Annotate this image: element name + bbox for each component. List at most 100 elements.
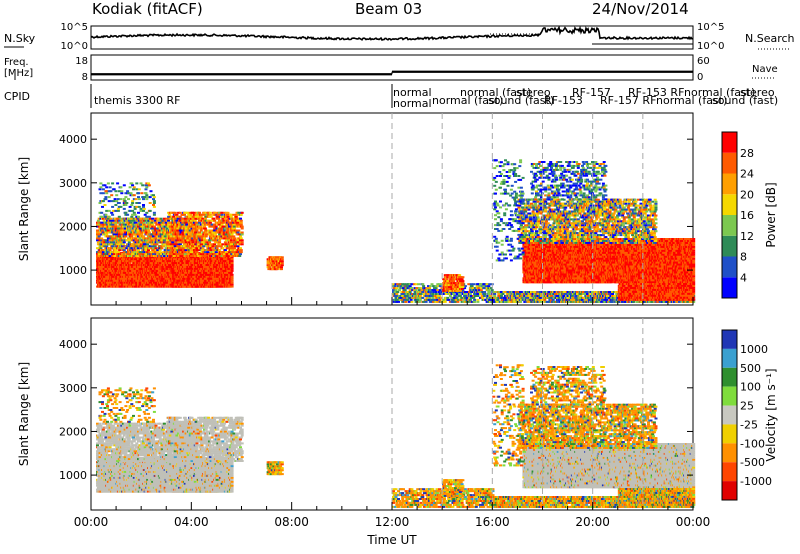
power-cell — [231, 286, 234, 288]
power-cell — [122, 243, 125, 245]
power-cell — [124, 233, 127, 235]
power-cell — [158, 232, 161, 234]
power-cell — [120, 190, 123, 192]
power-cell — [140, 233, 143, 235]
power-cell — [103, 220, 106, 222]
power-cell — [114, 249, 117, 251]
power-cell — [131, 230, 134, 232]
power-cell — [160, 218, 163, 220]
power-cell — [163, 253, 166, 255]
power-cell — [106, 241, 109, 243]
power-cell — [139, 237, 142, 239]
power-cell — [152, 253, 155, 255]
cpid-entry: themis 3300 RF — [94, 94, 181, 107]
power-cell — [124, 204, 127, 206]
power-cell — [136, 255, 139, 257]
power-cell — [162, 237, 165, 239]
cpid-entry: normal — [393, 97, 432, 110]
power-cell — [231, 280, 234, 282]
power-cell — [102, 192, 105, 194]
power-cell — [105, 245, 108, 247]
power-cell — [137, 249, 140, 251]
power-cell — [104, 204, 107, 206]
power-cell — [105, 186, 108, 188]
power-cell — [113, 188, 116, 190]
power-cell — [117, 251, 120, 253]
power-cell — [119, 198, 122, 200]
power-cell — [154, 245, 157, 247]
nave-label: Nave — [752, 64, 778, 75]
power-cell — [114, 190, 117, 192]
power-cell — [115, 233, 118, 235]
freq-tick-high: 18 — [75, 56, 88, 67]
nsky-label: N.Sky — [4, 32, 36, 45]
power-cell — [124, 235, 127, 237]
power-cell — [155, 222, 158, 224]
power-cell — [99, 247, 102, 249]
power-cell — [105, 192, 108, 194]
power-cell — [134, 249, 137, 251]
power-cell — [143, 222, 146, 224]
power-cell — [101, 206, 104, 208]
power-cell — [231, 278, 234, 280]
power-cell — [122, 222, 125, 224]
power-cell — [114, 224, 117, 226]
power-cell — [119, 249, 122, 251]
power-cell — [161, 224, 164, 226]
power-cell — [140, 253, 143, 255]
power-cell — [101, 230, 104, 232]
power-cell — [117, 226, 120, 228]
power-cell — [162, 245, 165, 247]
power-cell — [102, 200, 105, 202]
power-cell — [100, 216, 103, 218]
power-cell — [123, 208, 126, 210]
freq-label: Freq. — [4, 57, 29, 68]
power-cell — [147, 249, 150, 251]
power-cell — [110, 194, 113, 196]
nsearch-label: N.Search — [745, 32, 795, 45]
cpid-entry: stereo — [740, 86, 775, 99]
power-cell — [135, 222, 138, 224]
power-cell — [109, 249, 112, 251]
nave-tick-low: 0 — [697, 72, 703, 83]
power-cell — [142, 235, 145, 237]
power-cell — [110, 212, 113, 214]
power-cell — [97, 220, 100, 222]
power-cell — [159, 251, 162, 253]
power-cell — [109, 218, 112, 220]
power-cell — [165, 228, 168, 230]
power-cell — [155, 247, 158, 249]
power-cell — [127, 230, 130, 232]
power-cell — [123, 184, 126, 186]
power-cell — [231, 276, 234, 278]
power-cell — [130, 235, 133, 237]
power-cell — [159, 249, 162, 251]
power-cell — [123, 237, 126, 239]
freq-tick-low: 8 — [82, 72, 88, 83]
power-cell — [99, 182, 102, 184]
power-cell — [231, 270, 234, 272]
power-cell — [102, 188, 105, 190]
power-cell — [104, 198, 107, 200]
power-cell — [123, 198, 126, 200]
nsky-tick-low: 10^0 — [61, 41, 88, 52]
power-cell — [100, 212, 103, 214]
power-cell — [105, 233, 108, 235]
power-cell — [163, 239, 166, 241]
power-cell — [124, 196, 127, 198]
power-cell — [129, 262, 132, 264]
power-cell — [108, 196, 111, 198]
power-cell — [231, 268, 234, 270]
power-cell — [164, 220, 167, 222]
power-cell — [231, 262, 234, 264]
power-cell — [111, 214, 114, 216]
power-cell — [123, 241, 126, 243]
power-cell — [142, 241, 145, 243]
power-cell — [104, 214, 107, 216]
power-cell — [145, 239, 148, 241]
power-cell — [109, 186, 112, 188]
power-cell — [116, 182, 119, 184]
freq-panel-frame — [91, 55, 693, 80]
power-cell — [97, 232, 100, 234]
nsky-series — [91, 28, 693, 40]
